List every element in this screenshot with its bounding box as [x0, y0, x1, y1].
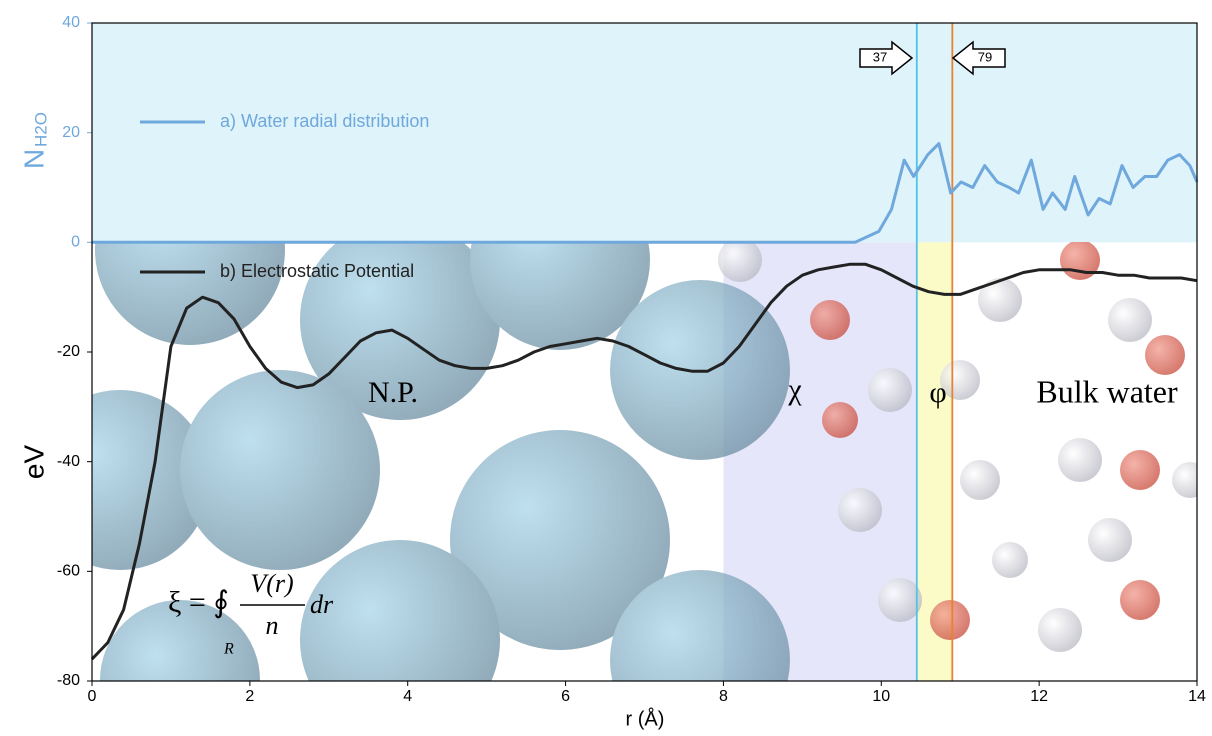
region-label: Bulk water	[1036, 373, 1178, 409]
y-axis-label-top-sub: H2O	[31, 112, 50, 147]
y-tick-label: -60	[57, 563, 80, 580]
x-tick-label: 8	[719, 688, 728, 705]
y-axis-label: eV	[18, 445, 49, 480]
legend-label: b) Electrostatic Potential	[220, 261, 414, 281]
formula-lhs: ξ = ∮	[168, 586, 229, 619]
x-tick-label: 0	[88, 688, 97, 705]
y-axis-label-top: N H2O	[18, 112, 50, 169]
chart: 0 2 4 6 8 10 12 14 -80 -60 -40 -20 0 20 40 a) Water rad…	[0, 0, 1212, 736]
y-tick-label: -80	[57, 672, 80, 689]
y-axis-label-top-main: N	[18, 149, 49, 169]
x-tick-label: 4	[403, 688, 412, 705]
y-tick-label: -40	[57, 453, 80, 470]
x-tick-label: 6	[561, 688, 570, 705]
upper-band	[92, 23, 1197, 242]
legend-label: a) Water radial distribution	[220, 111, 429, 131]
formula-tail: dr	[310, 590, 334, 619]
x-tick-label: 2	[245, 688, 254, 705]
x-tick-label: 14	[1188, 688, 1206, 705]
region-label: N.P.	[368, 376, 418, 409]
x-tick-label: 10	[872, 688, 890, 705]
y-tick-label: 20	[62, 124, 80, 141]
region-label: φ	[929, 376, 946, 409]
formula-subscript: R	[223, 641, 234, 658]
arrow-label: 79	[978, 49, 992, 64]
x-tick-label: 12	[1030, 688, 1048, 705]
region-label: χ	[787, 373, 802, 406]
y-tick-label: 0	[71, 234, 80, 251]
y-tick-label: 40	[62, 14, 80, 31]
y-tick-label: -20	[57, 343, 80, 360]
arrow-label: 37	[873, 49, 887, 64]
formula-denominator: n	[266, 611, 279, 640]
x-axis-label: r (Å)	[626, 707, 665, 730]
formula-numerator: V(r)	[250, 569, 293, 598]
